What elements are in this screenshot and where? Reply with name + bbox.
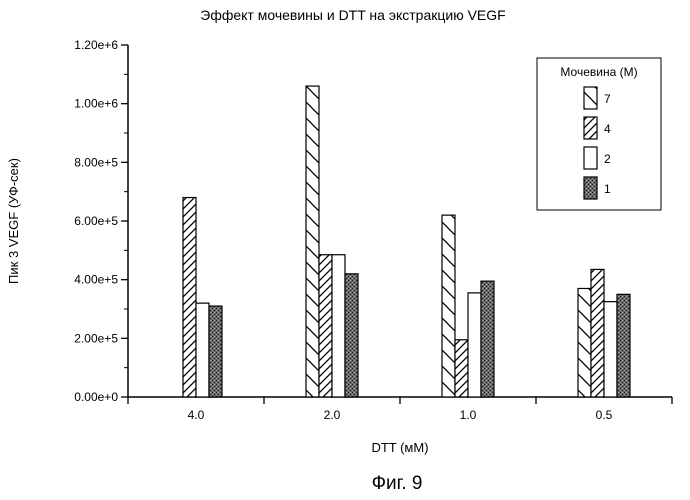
- legend: Мочевина (М) 7 4 2 1: [536, 57, 662, 211]
- bar: [344, 273, 359, 398]
- legend-swatch: [583, 146, 598, 170]
- bar: [318, 254, 333, 398]
- legend-box: [536, 57, 662, 211]
- figure-caption: Фиг. 9: [372, 473, 423, 494]
- x-axis: 4.0 2.0 1.0 0.5: [127, 396, 673, 422]
- y-tick-label: 1.00e+6: [74, 97, 118, 111]
- x-axis-label: DTT (мМ): [371, 440, 428, 455]
- bar: [208, 305, 223, 398]
- y-ticks: 0.00e+0 2.00e+5 4.00e+5 6.00e+5 8.00e+5 1.00e…: [74, 38, 128, 404]
- bar: [603, 301, 618, 398]
- y-tick-label: 0.00e+0: [74, 390, 118, 404]
- x-tick-label: 0.5: [596, 408, 613, 422]
- x-tick-label: 2.0: [324, 408, 341, 422]
- y-tick-label: 6.00e+5: [74, 214, 118, 228]
- chart-title: Эффект мочевины и DTT на экстракцию VEGF: [200, 7, 505, 23]
- y-axis: 0.00e+0 2.00e+5 4.00e+5 6.00e+5 8.00e+5 1.00e…: [74, 38, 129, 404]
- bar: [616, 293, 631, 398]
- x-tick-label: 4.0: [188, 408, 205, 422]
- bar: [467, 292, 482, 398]
- bar: [305, 85, 320, 398]
- legend-label: 7: [604, 92, 611, 106]
- y-tick-label: 2.00e+5: [74, 331, 118, 345]
- bar: [195, 302, 210, 398]
- legend-label: 1: [604, 182, 611, 196]
- bars: [182, 85, 631, 398]
- legend-label: 2: [604, 152, 611, 166]
- y-axis-label: Пик 3 VEGF (УФ-сек): [6, 158, 21, 284]
- legend-swatch: [583, 86, 598, 110]
- bar: [590, 268, 605, 398]
- y-tick-label: 1.20e+6: [74, 38, 118, 52]
- bar: [577, 287, 592, 398]
- legend-label: 4: [604, 122, 611, 136]
- bar: [480, 280, 495, 398]
- bar: [441, 214, 456, 398]
- bar: [454, 339, 469, 398]
- legend-title: Мочевина (М): [560, 65, 637, 79]
- legend-swatch: [583, 176, 598, 200]
- legend-items: 7 4 2 1: [583, 86, 611, 200]
- bar: [182, 196, 197, 398]
- bar: [331, 254, 346, 398]
- x-tick-label: 1.0: [460, 408, 477, 422]
- x-ticks: 4.0 2.0 1.0 0.5: [127, 397, 673, 422]
- y-tick-label: 4.00e+5: [74, 273, 118, 287]
- y-tick-label: 8.00e+5: [74, 155, 118, 169]
- legend-swatch: [583, 116, 598, 140]
